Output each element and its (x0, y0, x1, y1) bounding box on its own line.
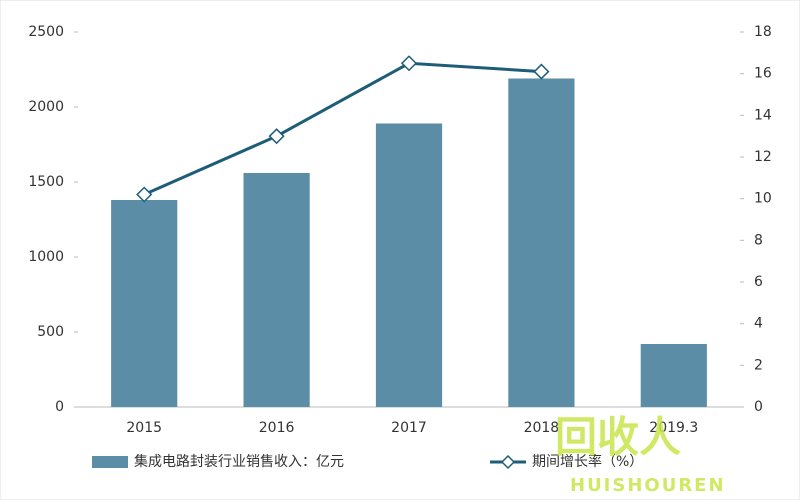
bar (111, 200, 178, 407)
legend-swatch (500, 454, 516, 470)
bar (508, 78, 575, 407)
y-tick-label: 1000 (28, 249, 64, 265)
y-tick-label: 0 (55, 399, 64, 415)
y2-tick-label: 18 (754, 24, 772, 40)
marker (533, 63, 550, 80)
y2-tick-label: 10 (754, 191, 772, 207)
marker (400, 55, 418, 72)
x-tick-label: 2016 (259, 420, 295, 436)
watermark: 回收人 (555, 413, 681, 462)
legend-label: 集成电路封装行业销售收入：亿元 (134, 453, 344, 470)
y-tick-label: 2500 (28, 24, 64, 40)
y2-tick-label: 2 (754, 357, 763, 373)
bar (375, 123, 443, 407)
bar (640, 344, 707, 407)
x-tick-label: 2019.3 (649, 420, 698, 436)
y2-tick-label: 4 (754, 316, 763, 332)
y2-tick-label: 8 (754, 232, 763, 248)
y2-tick-label: 0 (754, 399, 763, 415)
line (143, 61, 542, 196)
x-tick-label: 2017 (391, 420, 427, 436)
legend-label: 期间增长率（%） (532, 453, 643, 470)
y2-tick-label: 14 (754, 107, 772, 123)
y-tick-label: 500 (37, 324, 64, 340)
x-tick-label: 2018 (524, 420, 560, 436)
watermark-sub: HUISHOUREN (570, 475, 726, 496)
y2-tick-label: 12 (754, 149, 772, 165)
x-tick-label: 2015 (126, 420, 162, 436)
y-tick-label: 1500 (28, 174, 64, 190)
marker (268, 128, 285, 145)
bar (243, 173, 310, 407)
y-tick-label: 2000 (28, 99, 64, 115)
marker (136, 186, 153, 203)
y2-tick-label: 16 (754, 66, 772, 82)
legend-swatch (92, 456, 128, 468)
y2-tick-label: 6 (754, 274, 763, 290)
